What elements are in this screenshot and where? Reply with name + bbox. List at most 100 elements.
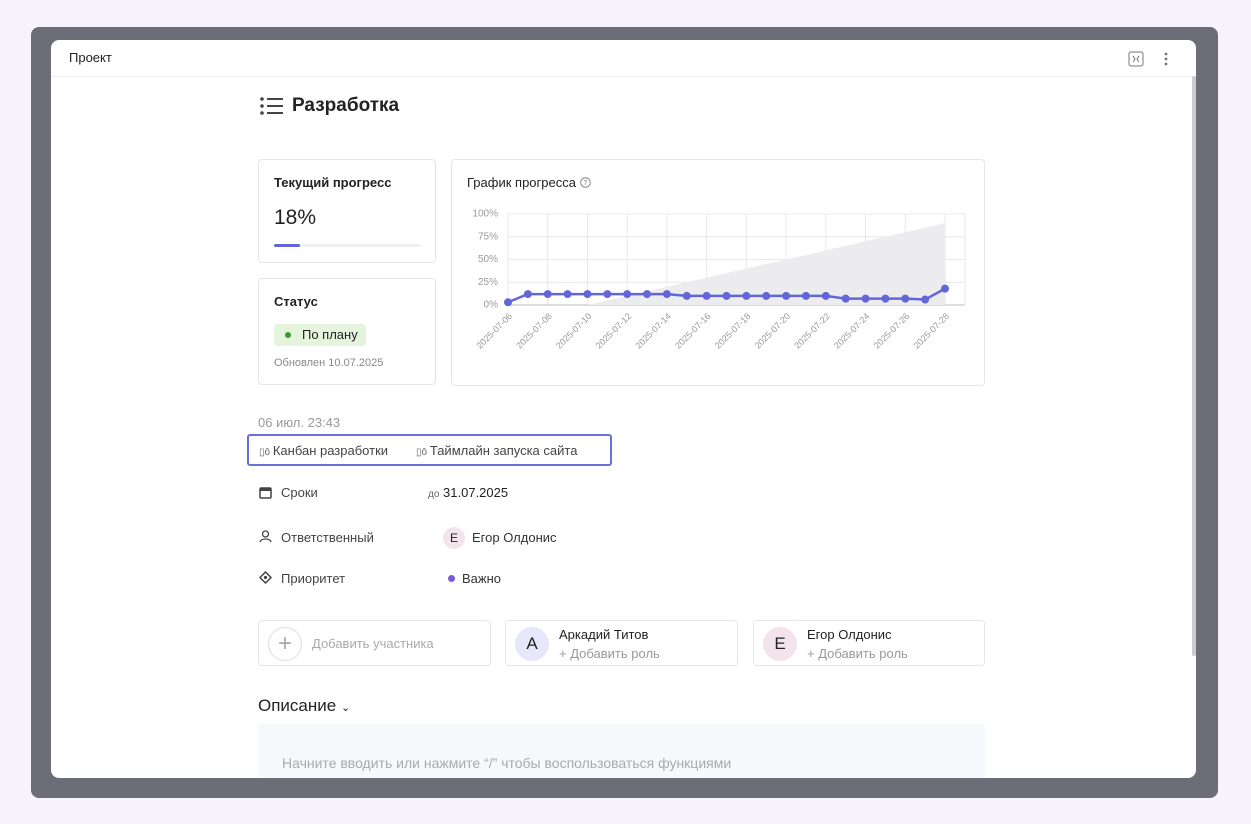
- point: [523, 290, 532, 299]
- chart-card: График прогресса ? 2025-07-06 2025-07-08 2…: [451, 159, 985, 386]
- point: [901, 294, 910, 303]
- point: [821, 291, 830, 300]
- y-tick-label: 100%: [472, 209, 498, 220]
- x-tick-label: 2025-07-18: [713, 311, 753, 351]
- point: [841, 294, 850, 303]
- point: [861, 294, 870, 303]
- field-label: Приоритет: [281, 571, 346, 586]
- x-tick-label: 2025-07-28: [911, 311, 951, 351]
- deadline-value: 31.07.2025: [443, 485, 509, 500]
- deadline-prefix: до: [428, 489, 440, 500]
- menu-icon[interactable]: [1161, 51, 1171, 67]
- list-icon: [260, 97, 283, 115]
- progress-value: 18%: [274, 206, 317, 229]
- field-label: Сроки: [281, 485, 318, 500]
- svg-text:?: ?: [583, 180, 587, 187]
- member-role[interactable]: + Добавить роль: [559, 646, 660, 661]
- link-text: Канбан разработки: [272, 443, 389, 458]
- progress-bar: [274, 244, 301, 247]
- point: [782, 291, 791, 300]
- point: [504, 298, 512, 307]
- member-name: Аркадий Титов: [559, 627, 649, 642]
- progress-card: Текущий прогресс 18%: [258, 159, 436, 263]
- chart: 2025-07-06 2025-07-08 2025-07-10 2025-07-12…: [472, 209, 966, 351]
- deadline[interactable]: до 31.07.2025: [428, 485, 508, 500]
- point: [563, 290, 572, 299]
- priority-value[interactable]: Важно: [462, 571, 502, 586]
- progress-label: Текущий прогресс: [274, 175, 392, 190]
- member-card[interactable]: Е Егор Олдонис + Добавить роль: [753, 620, 985, 666]
- point: [881, 294, 890, 303]
- priority-icon: [259, 571, 272, 584]
- task-title: Разработка: [292, 95, 400, 116]
- link[interactable]: ▯ō Таймлайн запуска сайта: [416, 443, 578, 458]
- point: [583, 290, 592, 299]
- member-card[interactable]: А Аркадий Титов + Добавить роль: [505, 620, 738, 666]
- x-tick-label: 2025-07-22: [792, 311, 832, 351]
- calendar-icon: [259, 487, 272, 499]
- chart-title: График прогресса ?: [467, 175, 591, 190]
- point: [603, 290, 612, 299]
- add-member-text: Добавить участника: [312, 636, 434, 651]
- avatar: Е: [763, 627, 797, 661]
- y-tick-label: 75%: [478, 231, 498, 242]
- x-tick-label: 2025-07-20: [753, 311, 793, 351]
- status-dot: [285, 332, 291, 338]
- x-tick-label: 2025-07-24: [832, 311, 872, 351]
- plus-icon: +: [268, 627, 302, 661]
- editor[interactable]: Начните вводить или нажмите “/” чтобы во…: [258, 724, 985, 778]
- member-name: Егор Олдонис: [807, 627, 892, 642]
- point: [921, 295, 930, 304]
- status-badge[interactable]: По плану: [274, 324, 366, 346]
- help-icon[interactable]: ?: [579, 177, 591, 188]
- point: [742, 291, 751, 300]
- point: [941, 284, 949, 293]
- point: [801, 291, 810, 300]
- status-label: Статус: [274, 294, 318, 309]
- created: 06 июл. 23:43: [258, 415, 341, 430]
- x-tick-label: 2025-07-16: [673, 311, 713, 351]
- member-role[interactable]: + Добавить роль: [807, 646, 908, 661]
- point: [662, 290, 671, 299]
- progress-track: [274, 244, 420, 247]
- status-value: По плану: [302, 327, 358, 342]
- point: [702, 291, 711, 300]
- x-tick-label: 2025-07-08: [514, 311, 554, 351]
- divider: [51, 76, 1196, 77]
- point: [762, 291, 771, 300]
- avatar: А: [515, 627, 549, 661]
- y-tick-label: 0%: [484, 300, 499, 311]
- link[interactable]: ▯ō Канбан разработки: [259, 443, 389, 458]
- point: [543, 290, 552, 299]
- scrollbar[interactable]: [1192, 76, 1196, 656]
- link-text: Таймлайн запуска сайта: [429, 443, 578, 458]
- point: [643, 290, 652, 299]
- assignee-value[interactable]: Егор Олдонис: [472, 530, 557, 545]
- add-member[interactable]: + Добавить участника: [258, 620, 491, 666]
- field-label: Ответственный: [281, 530, 374, 545]
- chart-title-text: График прогресса: [467, 175, 576, 190]
- priority-dot: [448, 575, 455, 582]
- x-tick-label: 2025-07-10: [554, 311, 594, 351]
- y-tick-label: 25%: [478, 277, 498, 288]
- point: [623, 290, 632, 299]
- x-tick-label: 2025-07-12: [594, 311, 634, 351]
- avatar: Е: [443, 527, 465, 549]
- status-updated: Обновлен 10.07.2025: [274, 357, 384, 369]
- expand-icon[interactable]: [1128, 51, 1144, 67]
- editor-placeholder: Начните вводить или нажмите “/” чтобы во…: [282, 755, 732, 771]
- y-tick-label: 50%: [478, 254, 498, 265]
- point: [682, 291, 691, 300]
- point: [722, 291, 731, 300]
- description-title-text: Описание: [258, 696, 337, 715]
- modal-title: Проект: [69, 50, 112, 65]
- x-tick-label: 2025-07-06: [474, 311, 514, 351]
- user-icon: [259, 530, 272, 543]
- links-box: ▯ō Канбан разработки ▯ō Таймлайн запуска…: [247, 434, 612, 466]
- x-tick-label: 2025-07-26: [872, 311, 912, 351]
- status-card: Статус По плану Обновлен 10.07.2025: [258, 278, 436, 385]
- modal: Проект Разработка Текущий прогресс 18% С…: [51, 40, 1196, 778]
- x-tick-label: 2025-07-14: [633, 311, 673, 351]
- description-title[interactable]: Описание ⌄: [258, 696, 351, 715]
